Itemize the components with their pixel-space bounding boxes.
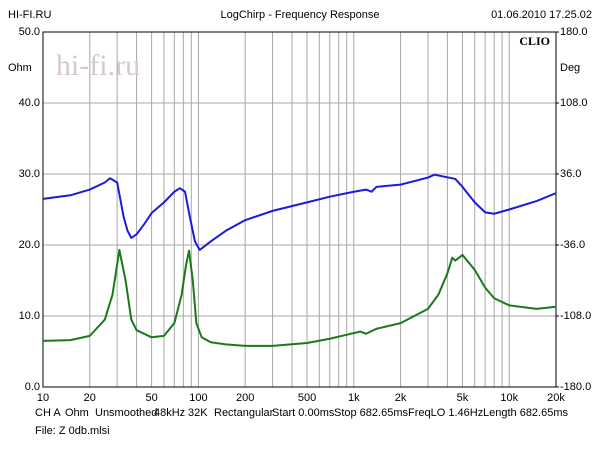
x-tick-label: 20 (84, 392, 96, 404)
y-tick-label: 30.0 (19, 168, 40, 180)
file-label: File: Z 0db.mlsi (35, 425, 110, 437)
x-tick-label: 50 (145, 392, 157, 404)
x-tick-label: 2k (395, 392, 407, 404)
plot-frame (42, 31, 557, 388)
x-tick-label: 500 (298, 392, 316, 404)
x-tick-label: 200 (236, 392, 254, 404)
timestamp: 01.06.2010 17.25.02 (491, 9, 592, 21)
y2-axis-label: Deg (560, 62, 580, 74)
status-item: Ohm (65, 407, 89, 419)
status-item: Length 682.65ms (483, 407, 569, 419)
y-tick-label: 20.0 (19, 239, 40, 251)
y2-tick-label: 180.0 (560, 26, 588, 38)
x-tick-label: 1k (348, 392, 360, 404)
y-tick-label: 40.0 (19, 97, 40, 109)
status-item: Rectangular (214, 407, 274, 419)
y2-tick-label: -108.0 (560, 310, 591, 322)
series-line (42, 248, 557, 347)
watermark: hi-fi.ru (56, 49, 140, 82)
y-tick-label: 50.0 (19, 26, 40, 38)
status-item: FreqLO 1.46Hz (408, 407, 483, 419)
x-tick-label: 10 (37, 392, 49, 404)
y2-tick-label: -180.0 (560, 381, 591, 393)
status-item: Start 0.00ms (272, 407, 335, 419)
series-line (42, 173, 557, 251)
status-item: 32K (188, 407, 208, 419)
status-item: 48kHz (154, 407, 185, 419)
chart-title: LogChirp - Frequency Response (221, 9, 380, 21)
y2-tick-label: 36.0 (560, 168, 581, 180)
y2-tick-label: 108.0 (560, 97, 588, 109)
x-tick-label: 100 (189, 392, 207, 404)
y-tick-label: 10.0 (19, 310, 40, 322)
status-item: CH A (35, 407, 61, 419)
x-tick-label: 5k (457, 392, 469, 404)
y-tick-label: 0.0 (25, 381, 40, 393)
source: HI-FI.RU (8, 9, 51, 21)
status-item: Unsmoothed (95, 407, 157, 419)
y2-tick-label: -36.0 (560, 239, 585, 251)
status-item: Stop 682.65ms (334, 407, 408, 419)
brand: CLIO (519, 34, 550, 48)
x-tick-label: 20k (547, 392, 565, 404)
x-tick-label: 10k (500, 392, 518, 404)
y-axis-label: Ohm (8, 62, 32, 74)
